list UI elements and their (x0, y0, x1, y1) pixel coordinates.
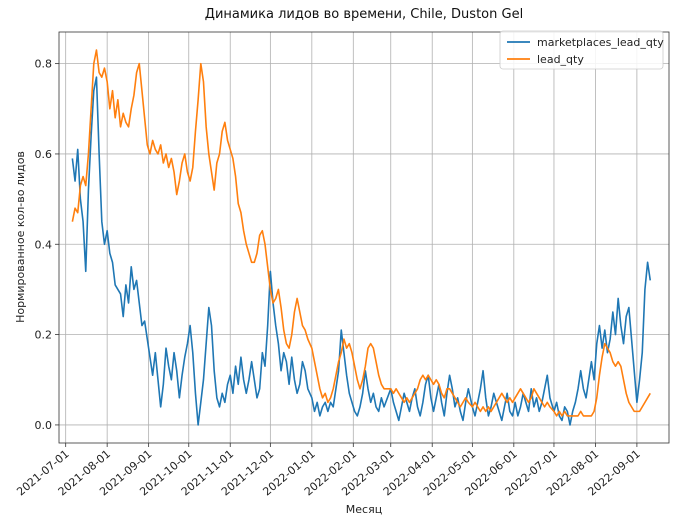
chart-title: Динамика лидов во времени, Chile, Duston… (205, 7, 523, 22)
series-line-marketplaces-lead-qty (71, 76, 652, 426)
legend: marketplaces_lead_qty lead_qty (499, 30, 664, 70)
legend-box (499, 30, 664, 70)
y-axis-title: Нормированное кол-во лидов (14, 151, 27, 323)
y-tick-label: 0.8 (35, 58, 53, 71)
legend-label-marketplaces: marketplaces_lead_qty (537, 36, 664, 49)
series-layer (71, 49, 652, 426)
legend-label-lead-qty: lead_qty (537, 53, 584, 66)
plot-frame (58, 31, 670, 444)
y-tick-label: 0.2 (35, 329, 53, 342)
x-axis-title: Месяц (346, 503, 382, 516)
y-tick-label: 0.0 (35, 419, 53, 432)
y-tick-label: 0.6 (35, 148, 53, 161)
series-line-lead-qty (71, 49, 651, 417)
y-tick-label: 0.4 (35, 238, 53, 251)
